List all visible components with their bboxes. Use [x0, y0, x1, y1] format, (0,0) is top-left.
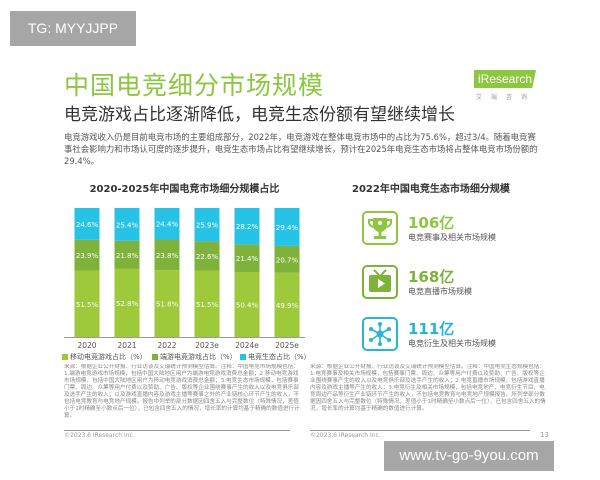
bar-segment — [74, 208, 100, 240]
data-label: 24.4% — [156, 221, 179, 229]
legend-item-ecosystem: 电竞生态占比（%） — [240, 353, 311, 362]
data-label: 52.8% — [116, 300, 139, 308]
ecosystem-item-streaming: 168亿 电竞直播市场规模 — [362, 265, 552, 303]
data-label: 49.9% — [276, 302, 299, 310]
x-tick-label: 2025e — [275, 341, 299, 350]
streaming-label: 电竞直播市场规模 — [408, 287, 472, 296]
bar-segment — [74, 239, 100, 271]
page-number: 13 — [540, 431, 549, 439]
events-label: 电竞赛事及相关市场规模 — [408, 233, 496, 242]
data-label: 51.5% — [76, 301, 99, 309]
network-icon — [362, 317, 398, 351]
trophy-icon — [362, 211, 398, 245]
page-subtitle: 电竞游戏占比逐渐降低，电竞生态份额有望继续增长 — [64, 105, 455, 125]
bar-segment — [234, 244, 260, 272]
watermark-url: www.tv-go-9you.com — [384, 441, 554, 471]
bar-segment — [274, 208, 300, 246]
iresearch-logo: iResearch — [474, 70, 536, 88]
summary-paragraph: 电竞游戏收入仍是目前电竞市场的主要组成部分，2022年，电竞游戏在整体电竞市场中… — [64, 132, 538, 166]
data-label: 22.6% — [196, 253, 219, 261]
bar-segment — [194, 208, 220, 242]
legend-swatch — [152, 354, 158, 360]
data-label: 24.6% — [76, 221, 99, 229]
chart-title: 2020-2025年中国电竞市场细分规模占比 — [89, 184, 280, 195]
tv-play-icon — [362, 265, 398, 299]
data-label: 25.4% — [116, 221, 139, 229]
ecosystem-item-derivatives: 111亿 电竞衍生及相关市场规模 — [362, 317, 552, 355]
data-label: 20.7% — [276, 256, 299, 264]
legend-item-pc: 端游电竞游戏占比（%） — [152, 353, 237, 362]
events-value: 106亿 — [408, 214, 455, 232]
bar-segment — [154, 239, 180, 271]
bar-segment — [154, 208, 180, 240]
divider — [310, 430, 530, 431]
data-label: 25.9% — [196, 222, 219, 230]
bar-segment — [114, 240, 140, 269]
ecosystem-item-events: 106亿 电竞赛事及相关市场规模 — [362, 211, 552, 249]
copyright-left: ©2023.6 iResearch Inc. — [64, 432, 135, 439]
copyright-right: ©2023.6 iResearch Inc. — [310, 432, 381, 439]
ecosystem-title: 2022年中国电竞生态市场细分规模 — [352, 184, 510, 195]
x-tick-label: 2023e — [195, 341, 219, 350]
legend-label: 移动电竞游戏占比（%） — [70, 353, 147, 361]
x-tick-label: 2021 — [117, 341, 136, 350]
bar-segment — [114, 208, 140, 241]
bar-segment — [194, 270, 220, 337]
bar-segment — [74, 270, 100, 337]
legend-swatch — [62, 354, 68, 360]
legend-label: 电竞生态占比（%） — [248, 353, 311, 361]
footnote-right: 来源：根据企业公开财报、行业访谈及艾瑞统计预测模型估算。注释：中国电竞生态规模包… — [310, 364, 546, 412]
data-label: 28.2% — [236, 223, 259, 231]
x-tick-label: 2020 — [77, 341, 96, 350]
bar-segment — [114, 268, 140, 337]
divider — [64, 430, 290, 431]
x-tick-label: 2022 — [157, 341, 176, 350]
bar-segment — [194, 241, 220, 271]
watermark-tag: TG: MYYJJPP — [10, 11, 136, 46]
data-label: 50.4% — [236, 301, 259, 309]
bar-segment — [274, 245, 300, 273]
data-label: 51.5% — [196, 301, 219, 309]
data-label: 29.4% — [276, 224, 299, 232]
logo-subtitle: 艾瑞咨询 — [476, 94, 537, 101]
legend-swatch — [240, 354, 246, 360]
derivatives-label: 电竞衍生及相关市场规模 — [408, 339, 496, 348]
data-label: 23.8% — [156, 252, 179, 260]
data-label: 21.8% — [116, 252, 139, 260]
data-label: 21.4% — [236, 255, 259, 263]
bar-segment — [234, 208, 260, 245]
bar-segment — [234, 271, 260, 337]
bar-segment — [154, 270, 180, 337]
footnote-left: 来源：根据企业公开财报、行业访谈及艾瑞统计预测模型估算。注释：中国电竞市场规模包… — [64, 364, 300, 419]
data-label: 23.9% — [76, 252, 99, 260]
page-title: 中国电竞细分市场规模 — [64, 71, 325, 100]
bar-segment — [274, 272, 300, 337]
derivatives-value: 111亿 — [408, 320, 455, 338]
legend-item-mobile: 移动电竞游戏占比（%） — [62, 353, 147, 362]
streaming-value: 168亿 — [408, 268, 455, 286]
x-tick-label: 2024e — [235, 341, 259, 350]
data-label: 51.8% — [156, 301, 179, 309]
legend-label: 端游电竞游戏占比（%） — [160, 353, 237, 361]
